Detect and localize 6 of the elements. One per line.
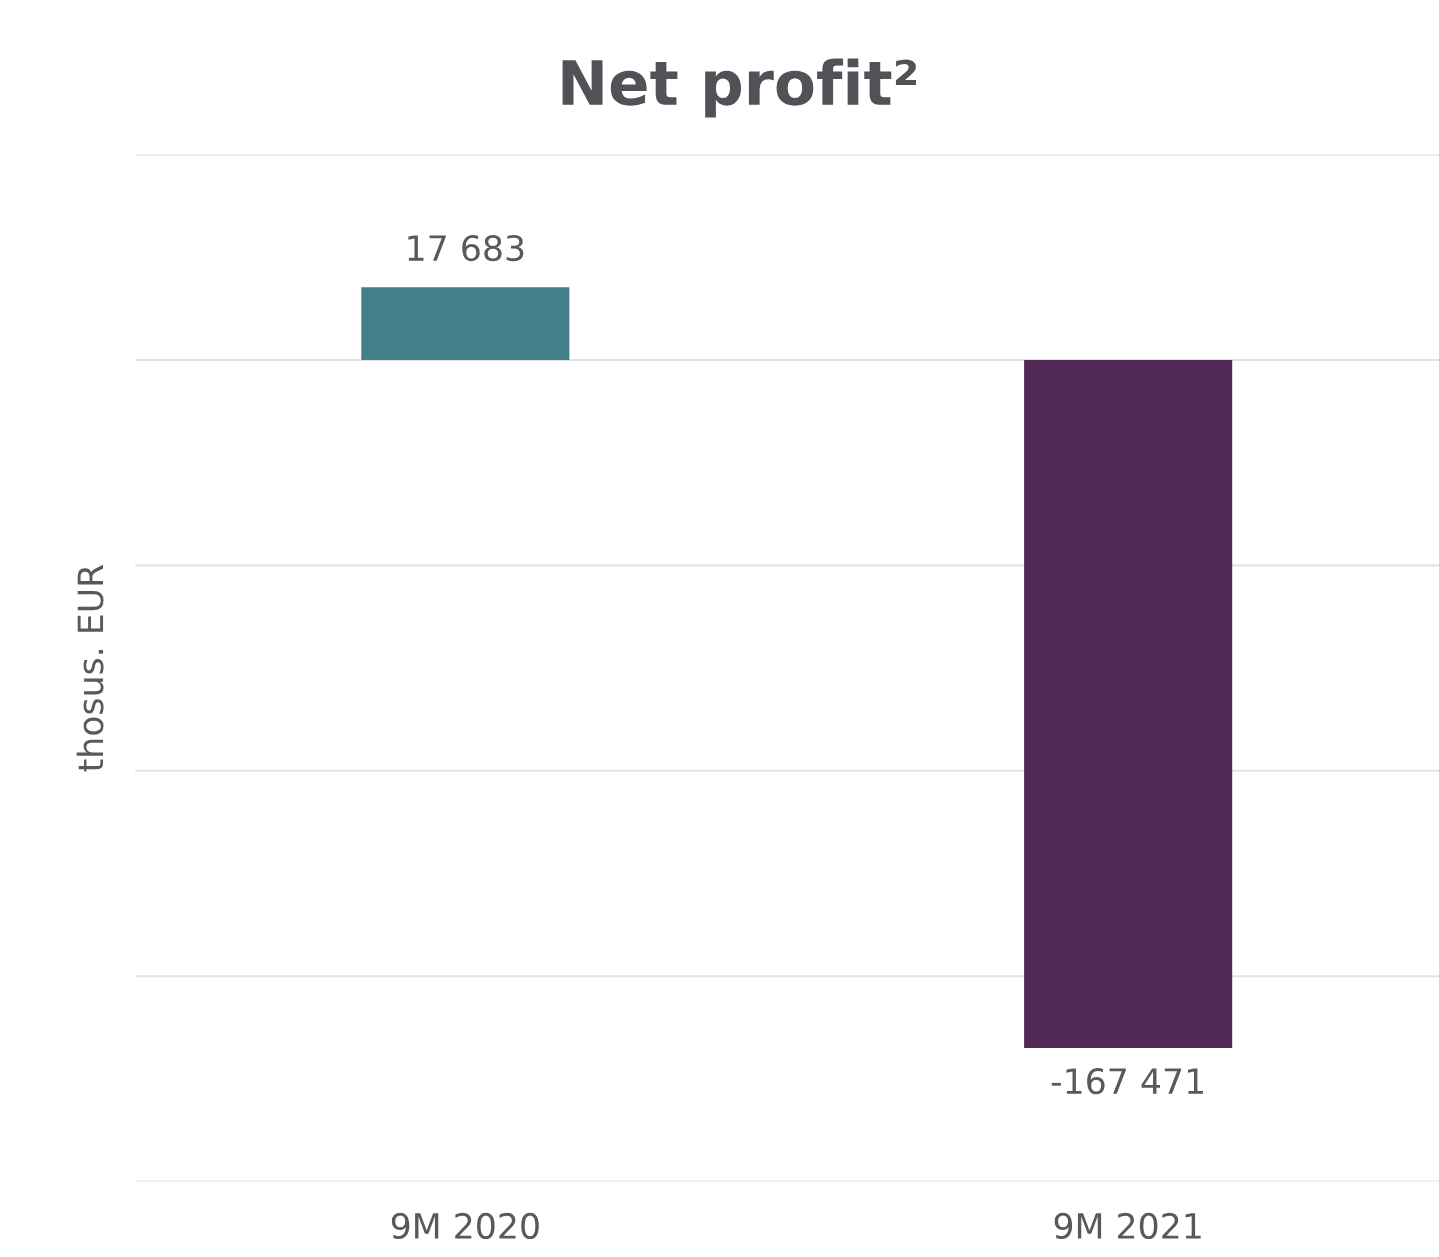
data-label: -167 471 <box>1051 1068 1203 1095</box>
chart-title: Net profit² <box>562 58 917 118</box>
x-tick-label: 9M 2020 <box>391 1212 539 1240</box>
y-axis-title: thosus. EUR <box>76 564 104 772</box>
x-tick-label: 9M 2021 <box>1054 1212 1201 1240</box>
data-label: 17 683 <box>408 234 524 262</box>
